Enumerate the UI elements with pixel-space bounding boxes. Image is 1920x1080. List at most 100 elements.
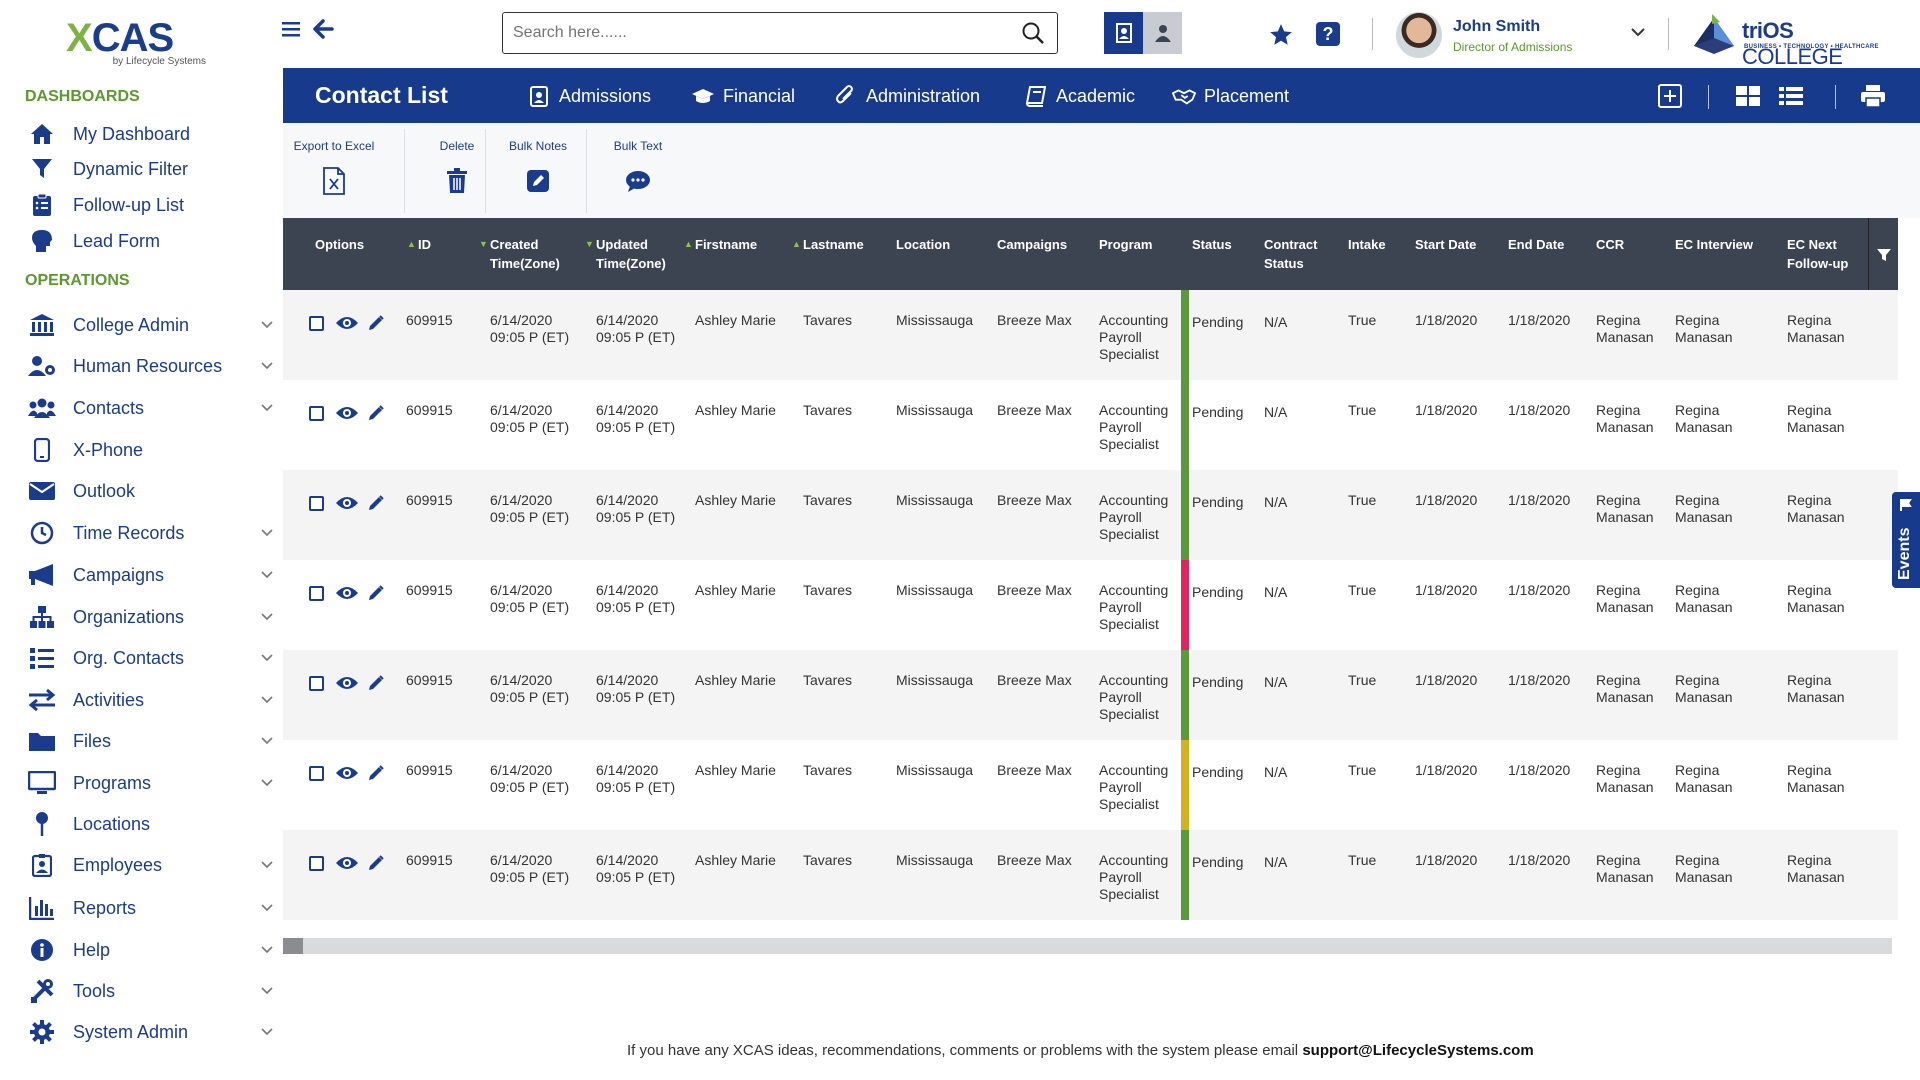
edit-pencil-icon[interactable] bbox=[367, 494, 385, 512]
chevron-down-icon[interactable] bbox=[261, 526, 275, 540]
search-mode-student-button[interactable] bbox=[1104, 12, 1143, 54]
tab-admissions[interactable]: Admissions bbox=[527, 81, 651, 111]
bulk-notes-button[interactable]: Bulk Notes bbox=[495, 123, 581, 218]
edit-pencil-icon[interactable] bbox=[367, 674, 385, 692]
sidebar-item-follow-up-list[interactable]: Follow-up List bbox=[25, 189, 275, 221]
sidebar-item-time-records[interactable]: Time Records bbox=[25, 517, 275, 549]
col-start-date[interactable]: Start Date bbox=[1415, 237, 1477, 252]
sidebar-item-lead-form[interactable]: Lead Form bbox=[25, 225, 275, 257]
tab-placement[interactable]: Placement bbox=[1172, 81, 1289, 111]
view-eye-icon[interactable] bbox=[335, 494, 359, 512]
table-row[interactable]: 609915 6/14/2020 09:05 P (ET) 6/14/2020 09… bbox=[283, 560, 1898, 650]
chevron-down-icon[interactable] bbox=[261, 858, 275, 872]
row-checkbox[interactable] bbox=[309, 766, 324, 781]
row-checkbox[interactable] bbox=[309, 676, 324, 691]
sidebar-item-locations[interactable]: Locations bbox=[25, 808, 275, 840]
chevron-down-icon[interactable] bbox=[261, 901, 275, 915]
col-id[interactable]: ▲ ID bbox=[407, 235, 431, 254]
column-filter-button[interactable] bbox=[1868, 218, 1898, 291]
table-row[interactable]: 609915 6/14/2020 09:05 P (ET) 6/14/2020 09… bbox=[283, 740, 1898, 830]
col-end-date[interactable]: End Date bbox=[1508, 237, 1565, 252]
table-row[interactable]: 609915 6/14/2020 09:05 P (ET) 6/14/2020 09… bbox=[283, 470, 1898, 560]
list-view-button[interactable] bbox=[1778, 83, 1804, 109]
export-to-excel-button[interactable]: Export to Excel bbox=[293, 123, 375, 218]
edit-pencil-icon[interactable] bbox=[367, 764, 385, 782]
col-ec-next-follow-up[interactable]: EC Next Follow-up bbox=[1787, 237, 1849, 271]
sidebar-item-dynamic-filter[interactable]: Dynamic Filter bbox=[25, 153, 275, 185]
bulk-text-button[interactable]: Bulk Text bbox=[595, 123, 681, 218]
support-email-link[interactable]: support@LifecycleSystems.com bbox=[1302, 1042, 1534, 1059]
user-menu-chevron-icon[interactable] bbox=[1628, 24, 1648, 40]
sidebar-item-contacts[interactable]: Contacts bbox=[25, 392, 275, 424]
print-button[interactable] bbox=[1860, 83, 1886, 109]
row-checkbox[interactable] bbox=[309, 496, 324, 511]
add-new-button[interactable] bbox=[1657, 83, 1683, 109]
sidebar-item-activities[interactable]: Activities bbox=[25, 684, 275, 716]
col-intake[interactable]: Intake bbox=[1348, 237, 1386, 252]
sidebar-item-files[interactable]: Files bbox=[25, 725, 275, 757]
sidebar-item-outlook[interactable]: Outlook bbox=[25, 475, 275, 507]
view-eye-icon[interactable] bbox=[335, 404, 359, 422]
chevron-down-icon[interactable] bbox=[261, 568, 275, 582]
col-ec-interview[interactable]: EC Interview bbox=[1675, 237, 1754, 252]
table-row[interactable]: 609915 6/14/2020 09:05 P (ET) 6/14/2020 09… bbox=[283, 380, 1898, 470]
table-row[interactable]: 609915 6/14/2020 09:05 P (ET) 6/14/2020 09… bbox=[283, 290, 1898, 380]
sidebar-item-org-contacts[interactable]: Org. Contacts bbox=[25, 642, 275, 674]
row-checkbox[interactable] bbox=[309, 856, 324, 871]
tab-administration[interactable]: Administration bbox=[834, 81, 980, 111]
search-mode-contact-button[interactable] bbox=[1143, 12, 1182, 54]
col-lastname[interactable]: ▲ Lastname bbox=[792, 235, 864, 254]
chevron-down-icon[interactable] bbox=[261, 984, 275, 998]
col-updated[interactable]: ▼ Updated Time(Zone) bbox=[585, 235, 676, 273]
sidebar-item-organizations[interactable]: Organizations bbox=[25, 601, 275, 633]
chevron-down-icon[interactable] bbox=[261, 359, 275, 373]
sidebar-item-reports[interactable]: Reports bbox=[25, 892, 275, 924]
col-contract-status[interactable]: Contract Status bbox=[1264, 237, 1318, 271]
user-name[interactable]: John Smith bbox=[1453, 18, 1541, 35]
hamburger-menu-icon[interactable] bbox=[282, 20, 300, 38]
view-eye-icon[interactable] bbox=[335, 674, 359, 692]
favorites-star-icon[interactable] bbox=[1268, 22, 1294, 48]
col-created[interactable]: ▼ Created Time(Zone) bbox=[479, 235, 570, 273]
chevron-down-icon[interactable] bbox=[261, 693, 275, 707]
edit-pencil-icon[interactable] bbox=[367, 584, 385, 602]
sidebar-item-employees[interactable]: Employees bbox=[25, 849, 275, 881]
row-checkbox[interactable] bbox=[309, 406, 324, 421]
search-input[interactable] bbox=[503, 14, 1003, 52]
col-location[interactable]: Location bbox=[896, 237, 951, 252]
user-avatar[interactable] bbox=[1396, 12, 1442, 58]
search-icon[interactable] bbox=[1021, 21, 1045, 45]
view-eye-icon[interactable] bbox=[335, 764, 359, 782]
sidebar-item-system-admin[interactable]: System Admin bbox=[25, 1016, 275, 1048]
table-row[interactable]: 609915 6/14/2020 09:05 P (ET) 6/14/2020 09… bbox=[283, 830, 1898, 920]
sidebar-item-help[interactable]: Help bbox=[25, 934, 275, 966]
row-checkbox[interactable] bbox=[309, 586, 324, 601]
col-status[interactable]: Status bbox=[1192, 237, 1232, 252]
scrollbar-thumb[interactable] bbox=[283, 938, 303, 954]
chevron-down-icon[interactable] bbox=[261, 943, 275, 957]
sidebar-item-campaigns[interactable]: Campaigns bbox=[25, 559, 275, 591]
col-ccr[interactable]: CCR bbox=[1596, 237, 1625, 252]
delete-button[interactable]: Delete bbox=[417, 123, 497, 218]
chevron-down-icon[interactable] bbox=[261, 610, 275, 624]
tab-financial[interactable]: Financial bbox=[691, 81, 795, 111]
chevron-down-icon[interactable] bbox=[261, 776, 275, 790]
row-checkbox[interactable] bbox=[309, 316, 324, 331]
chevron-down-icon[interactable] bbox=[261, 734, 275, 748]
xcas-logo[interactable]: XCAS by Lifecycle Systems bbox=[66, 16, 206, 67]
sidebar-item-human-resources[interactable]: Human Resources bbox=[25, 350, 275, 382]
chevron-down-icon[interactable] bbox=[261, 401, 275, 415]
edit-pencil-icon[interactable] bbox=[367, 854, 385, 872]
grid-view-button[interactable] bbox=[1735, 83, 1761, 109]
sidebar-item-college-admin[interactable]: College Admin bbox=[25, 309, 275, 341]
tab-academic[interactable]: Academic bbox=[1024, 81, 1135, 111]
sidebar-item-programs[interactable]: Programs bbox=[25, 767, 275, 799]
view-eye-icon[interactable] bbox=[335, 584, 359, 602]
chevron-down-icon[interactable] bbox=[261, 318, 275, 332]
edit-pencil-icon[interactable] bbox=[367, 404, 385, 422]
events-side-tab[interactable]: Events bbox=[1892, 492, 1920, 588]
back-arrow-icon[interactable] bbox=[312, 18, 334, 40]
sidebar-item-x-phone[interactable]: X-Phone bbox=[25, 434, 275, 466]
horizontal-scrollbar[interactable] bbox=[283, 938, 1892, 954]
col-campaigns[interactable]: Campaigns bbox=[997, 237, 1068, 252]
